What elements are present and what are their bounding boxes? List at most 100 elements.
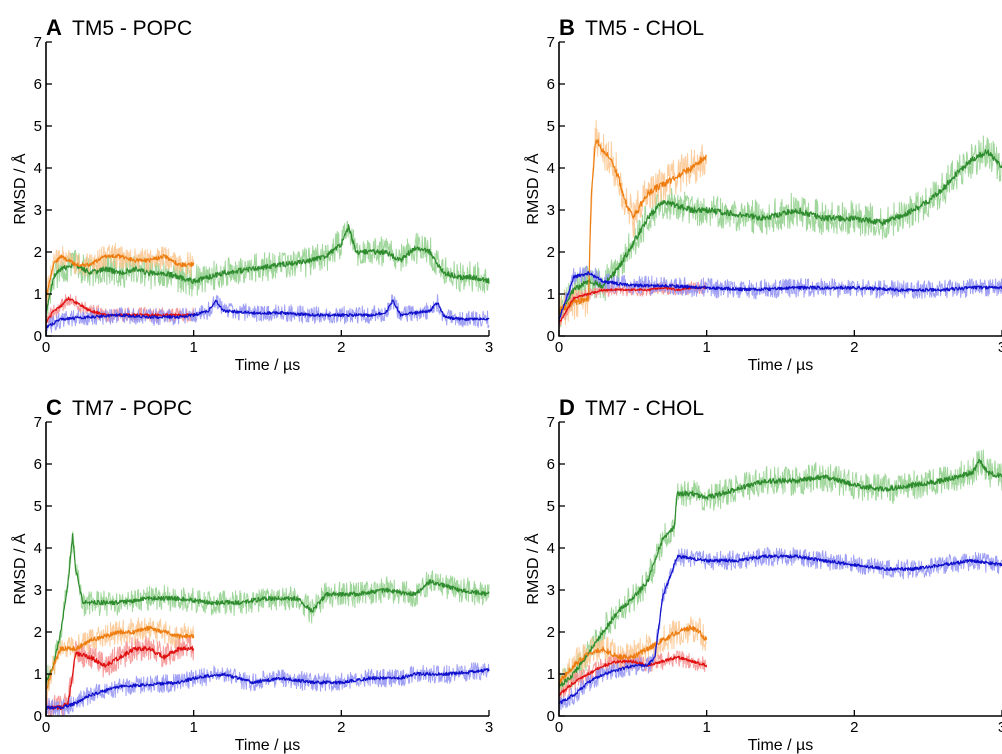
- panel-c: 0 1 2 3 4 5 6 7 0 1 2 3 Time / µs RMSD / Å C TM7 - POPC: [10, 395, 493, 754]
- x-axis-title: Time / µs: [748, 357, 814, 374]
- y-tick-label: 1: [547, 286, 555, 303]
- y-tick-label: 7: [34, 414, 42, 431]
- series-3-band: [559, 265, 1002, 326]
- x-tick-label: 2: [850, 719, 858, 736]
- series-0-band: [46, 220, 490, 320]
- y-tick-label: 3: [547, 202, 555, 219]
- y-tick-label: 0: [547, 328, 555, 345]
- y-tick-label: 5: [547, 498, 555, 515]
- series-2-line: [559, 286, 707, 324]
- series-1-line: [559, 138, 708, 315]
- y-tick-label: 1: [34, 666, 42, 683]
- y-tick-label: 3: [547, 582, 555, 599]
- series-0-band: [46, 531, 490, 690]
- y-tick-label: 0: [547, 708, 555, 725]
- x-tick-label: 3: [485, 719, 493, 736]
- y-tick-label: 5: [34, 118, 42, 135]
- plot-area: [46, 531, 490, 716]
- panel-title: TM7 - POPC: [72, 397, 192, 420]
- y-tick-label: 6: [34, 456, 42, 473]
- y-tick-label: 6: [547, 76, 555, 93]
- panel-letter: B: [559, 15, 575, 40]
- panel-title: TM5 - CHOL: [585, 17, 704, 40]
- series-2-line: [46, 646, 195, 711]
- series-3-band: [46, 662, 490, 716]
- series-1-line: [46, 625, 195, 690]
- series-0-line: [46, 224, 490, 313]
- series-2-line: [559, 655, 708, 697]
- y-tick-label: 2: [34, 244, 42, 261]
- x-tick-label: 1: [189, 339, 197, 356]
- series-1-line: [559, 625, 708, 685]
- series-3-line: [559, 554, 1002, 705]
- y-tick-label: 0: [34, 328, 42, 345]
- x-tick-label: 1: [189, 719, 197, 736]
- y-tick-label: 6: [34, 76, 42, 93]
- axes-frame: [45, 42, 489, 337]
- series-3-line: [46, 668, 490, 710]
- y-tick-label: 7: [547, 414, 555, 431]
- y-tick-label: 7: [547, 34, 555, 51]
- series-3-line: [46, 299, 490, 329]
- series-1-band: [46, 243, 195, 307]
- x-tick-label: 3: [485, 339, 493, 356]
- series-1-line: [46, 253, 195, 299]
- series-1-band: [46, 617, 195, 700]
- panel-title: TM7 - CHOL: [585, 397, 704, 420]
- x-tick-label: 2: [337, 339, 345, 356]
- series-3-band: [559, 547, 1002, 712]
- x-tick-label: 0: [42, 339, 50, 356]
- x-tick-label: 0: [555, 339, 563, 356]
- panel-a: 0 1 2 3 4 5 6 7 0 1 2 3 Time / µs RMSD / Å A TM5 - POPC: [10, 15, 493, 374]
- y-axis-title: RMSD / Å: [523, 533, 542, 604]
- panel-b: 0 1 2 3 4 5 6 7 0 1 2 3 Time / µs RMSD / Å B TM5 - CHOL: [523, 15, 1002, 374]
- panel-letter: D: [559, 395, 575, 420]
- y-tick-label: 4: [34, 160, 42, 177]
- panel-title: TM5 - POPC: [72, 17, 192, 40]
- series-3-line: [559, 271, 1002, 320]
- y-tick-label: 1: [34, 286, 42, 303]
- x-axis-title: Time / µs: [748, 737, 814, 754]
- series-0-line: [559, 458, 1002, 689]
- y-tick-label: 1: [547, 666, 555, 683]
- y-tick-label: 4: [547, 160, 555, 177]
- x-tick-label: 1: [702, 719, 710, 736]
- axes-frame: [558, 422, 1002, 717]
- x-tick-label: 3: [998, 339, 1002, 356]
- series-1-band: [559, 616, 707, 694]
- y-tick-label: 7: [34, 34, 42, 51]
- y-tick-label: 4: [34, 540, 42, 557]
- series-0-line: [559, 149, 1002, 316]
- y-tick-label: 3: [34, 582, 42, 599]
- y-axis-title: RMSD / Å: [523, 153, 542, 224]
- x-tick-label: 2: [337, 719, 345, 736]
- panel-d: 0 1 2 3 4 5 6 7 0 1 2 3 Time / µs RMSD / Å D TM7 - CHOL: [523, 395, 1002, 754]
- series-0-band: [559, 135, 1002, 331]
- series-3-band: [46, 294, 490, 336]
- y-tick-label: 2: [547, 624, 555, 641]
- plot-area: [559, 119, 1002, 331]
- x-tick-label: 0: [555, 719, 563, 736]
- panel-letter: C: [46, 395, 62, 420]
- plot-area: [46, 220, 490, 336]
- y-axis-title: RMSD / Å: [10, 533, 29, 604]
- y-tick-label: 5: [547, 118, 555, 135]
- x-axis-title: Time / µs: [235, 737, 301, 754]
- y-tick-label: 2: [34, 624, 42, 641]
- panel-letter: A: [46, 15, 62, 40]
- x-tick-label: 0: [42, 719, 50, 736]
- plot-area: [559, 449, 1002, 712]
- series-1-band: [559, 119, 708, 328]
- y-tick-label: 4: [547, 540, 555, 557]
- y-axis-title: RMSD / Å: [10, 153, 29, 224]
- x-tick-label: 2: [850, 339, 858, 356]
- x-axis-title: Time / µs: [235, 357, 301, 374]
- x-tick-label: 1: [702, 339, 710, 356]
- x-tick-label: 3: [998, 719, 1002, 736]
- y-tick-label: 0: [34, 708, 42, 725]
- y-tick-label: 2: [547, 244, 555, 261]
- y-tick-label: 5: [34, 498, 42, 515]
- series-0-line: [46, 533, 490, 684]
- y-tick-label: 6: [547, 456, 555, 473]
